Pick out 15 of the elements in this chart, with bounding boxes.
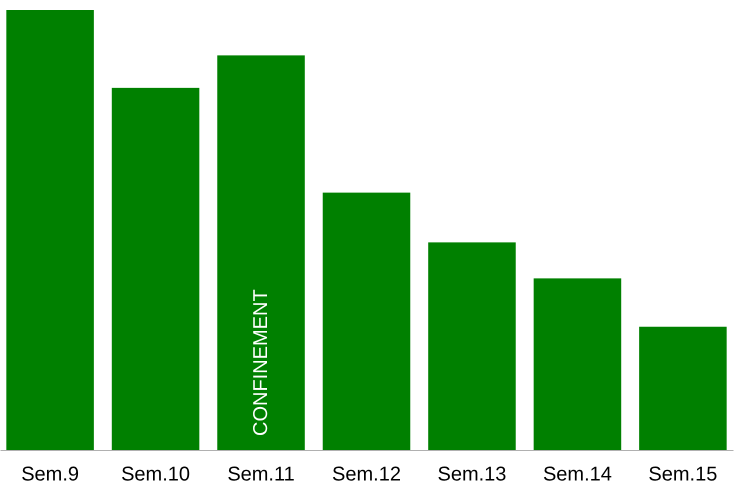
x-tick-label: Sem.14	[542, 464, 612, 486]
bar	[428, 242, 516, 450]
x-tick-label: Sem.11	[227, 464, 295, 486]
x-tick-label: Sem.12	[332, 464, 401, 486]
x-tick-label: Sem.9	[21, 464, 80, 486]
x-tick-label: Sem.10	[121, 464, 190, 486]
x-tick-label: Sem.15	[648, 464, 718, 486]
x-tick-label: Sem.13	[438, 464, 506, 486]
annotation: CONFINEMENT	[250, 289, 272, 436]
bar	[217, 55, 305, 450]
bar	[534, 278, 622, 450]
bar	[6, 10, 94, 450]
bar	[112, 88, 200, 450]
bar	[322, 192, 410, 450]
bar	[639, 326, 727, 450]
